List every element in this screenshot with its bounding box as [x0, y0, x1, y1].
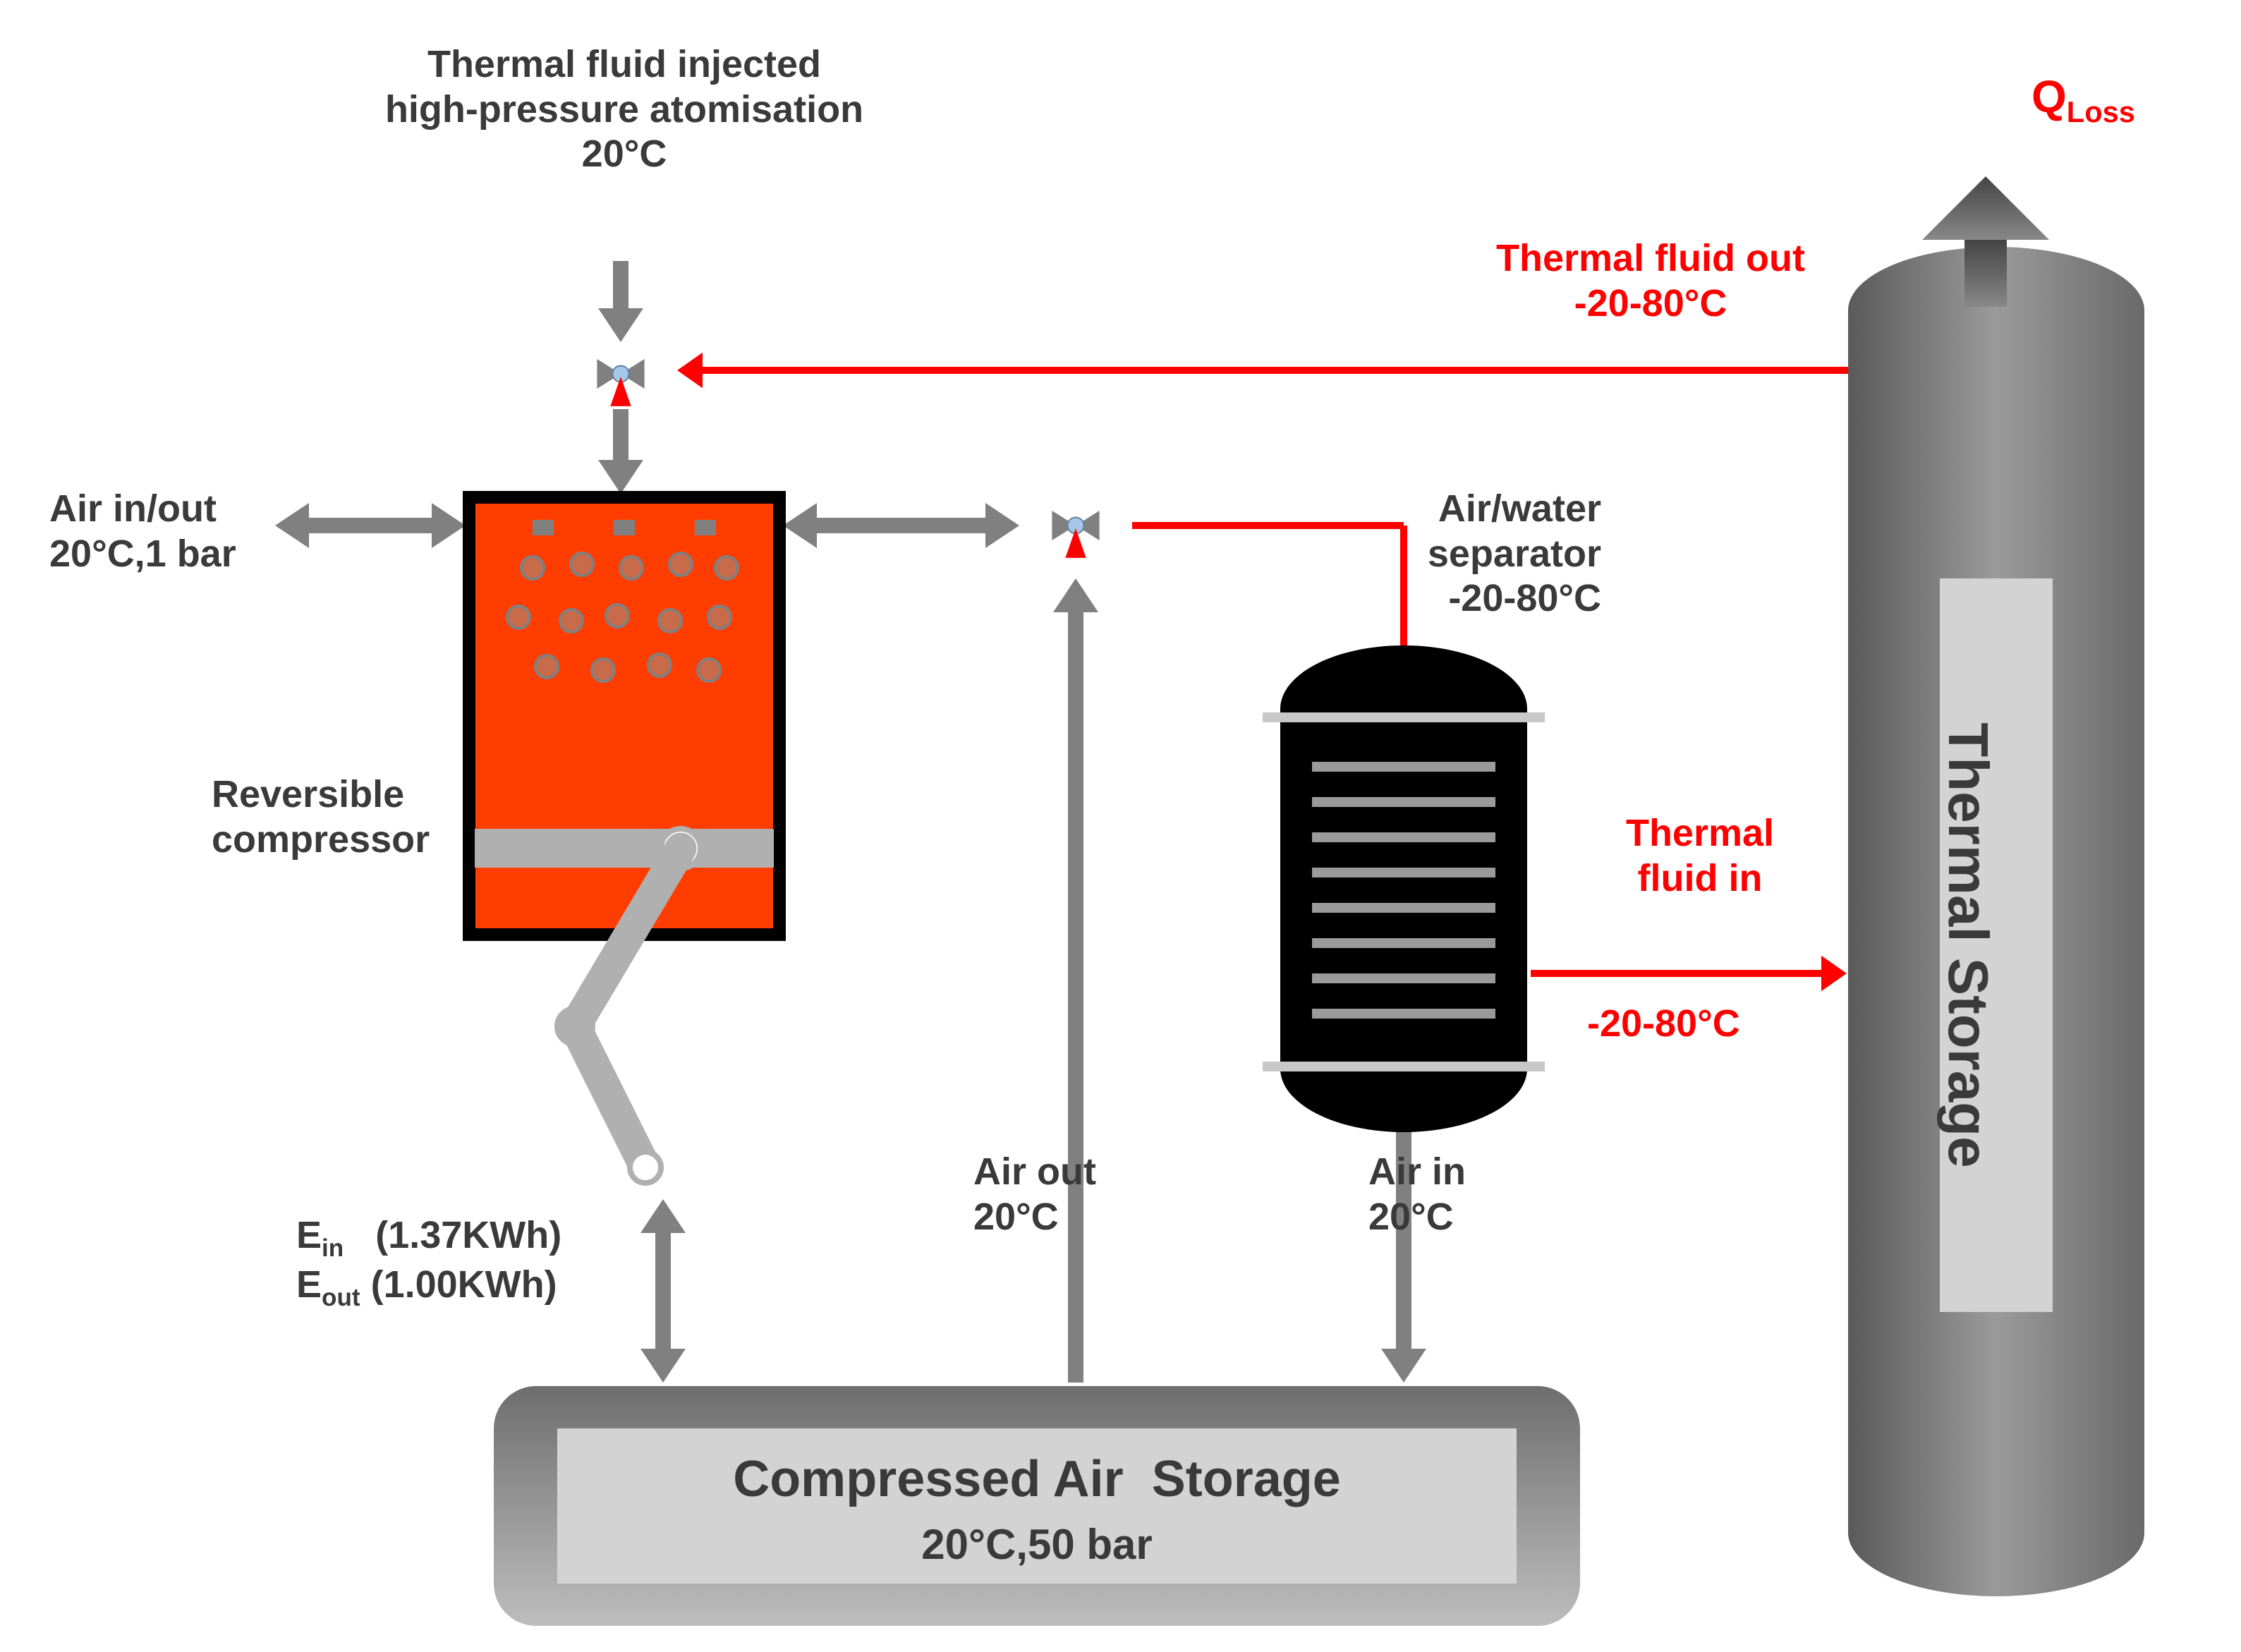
air-inout-label: Air in/out 20°C,1 bar: [49, 487, 236, 576]
double-arrow-h: [275, 503, 466, 548]
qloss-label: QLoss: [2032, 71, 2135, 129]
arrow-v: [598, 409, 643, 494]
air-out-label: Air out 20°C: [973, 1150, 1096, 1239]
reversible-compressor: [469, 497, 779, 1183]
arrow-v: [598, 261, 643, 342]
valve-icon: [1052, 511, 1099, 558]
valve-icon: [597, 359, 644, 406]
ein-label: Ein (1.37KWh): [296, 1214, 561, 1256]
air-in-label: Air in 20°C: [1368, 1150, 1466, 1239]
cas-title: Compressed Air Storage: [557, 1450, 1517, 1510]
thermal-in-label: Thermal fluid in: [1608, 811, 1792, 901]
red-arrow: [677, 353, 1848, 388]
thermal-inject-label: Thermal fluid injected high-pressure ato…: [356, 42, 892, 177]
eout-row: Eout (1.00KWh): [296, 1263, 557, 1312]
double-arrow-h: [783, 503, 1019, 548]
rev-comp-label: Reversible compressor: [212, 772, 430, 862]
qloss-label: QLoss: [2032, 71, 2135, 122]
arrow-v: [1053, 578, 1098, 1383]
red-arrow: [1531, 956, 1847, 991]
thermal-in-temp: -20-80°C: [1587, 1002, 1740, 1047]
separator-label: Air/water separator -20-80°C: [1249, 487, 1601, 621]
eout-label: Eout (1.00KWh): [296, 1263, 557, 1306]
arrow-v: [1381, 1107, 1426, 1383]
thermal-storage-label: Thermal Storage: [1935, 722, 2001, 1167]
double-arrow-v: [640, 1199, 686, 1383]
cas-sub: 20°C,50 bar: [557, 1520, 1517, 1570]
separator: [1263, 645, 1545, 1132]
ein-row: Ein (1.37KWh): [296, 1213, 561, 1263]
thermal-out-label: Thermal fluid out -20-80°C: [1460, 236, 1841, 326]
